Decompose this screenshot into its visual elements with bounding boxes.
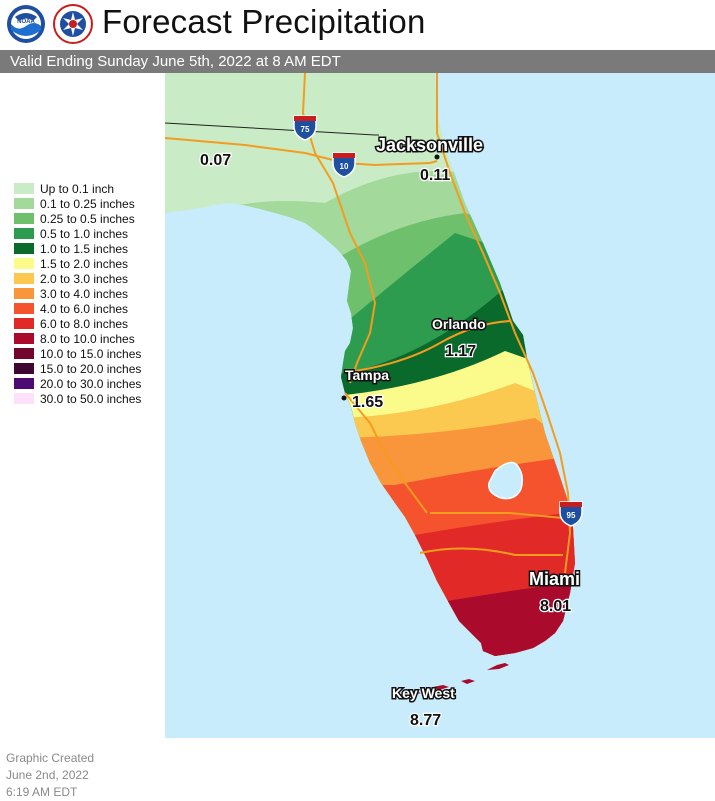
noaa-logo: NOAA [7, 5, 45, 43]
legend-label: 0.25 to 0.5 inches [40, 211, 135, 226]
legend-label: 0.5 to 1.0 inches [40, 226, 129, 241]
legend-item: 0.1 to 0.25 inches [14, 196, 141, 211]
noaa-logo-text: NOAA [17, 19, 35, 25]
interstate-75-shield: 75 [293, 115, 317, 141]
legend-label: 10.0 to 15.0 inches [40, 346, 142, 361]
legend-swatch [14, 288, 34, 299]
florida-keys [405, 663, 509, 696]
legend-label: 4.0 to 6.0 inches [40, 301, 129, 316]
interstate-10-shield: 10 [332, 152, 356, 178]
legend-item: 3.0 to 4.0 inches [14, 286, 141, 301]
valid-time-bar: Valid Ending Sunday June 5th, 2022 at 8 … [0, 50, 715, 73]
interstate-95-shield: 95 [559, 501, 583, 527]
legend-label: 6.0 to 8.0 inches [40, 316, 129, 331]
legend-swatch [14, 183, 34, 194]
legend-label: 15.0 to 20.0 inches [40, 361, 142, 376]
valid-time-text: Valid Ending Sunday June 5th, 2022 at 8 … [10, 53, 341, 70]
legend-label: 1.5 to 2.0 inches [40, 256, 129, 271]
legend-label: 20.0 to 30.0 inches [40, 376, 142, 391]
legend-item: 10.0 to 15.0 inches [14, 346, 141, 361]
legend-item: 1.0 to 1.5 inches [14, 241, 141, 256]
legend-item: 15.0 to 20.0 inches [14, 361, 141, 376]
lake-okeechobee [488, 461, 524, 500]
graphic-created-note: Graphic Created June 2nd, 2022 6:19 AM E… [6, 750, 94, 801]
legend-item: 4.0 to 6.0 inches [14, 301, 141, 316]
value-key-west: 8.77 [410, 712, 441, 729]
state-border [165, 122, 379, 136]
legend-item: Up to 0.1 inch [14, 181, 141, 196]
legend-label: 3.0 to 4.0 inches [40, 286, 129, 301]
legend-label: 8.0 to 10.0 inches [40, 331, 135, 346]
created-line-1: Graphic Created [6, 751, 95, 765]
legend-item: 1.5 to 2.0 inches [14, 256, 141, 271]
legend-label: 30.0 to 50.0 inches [40, 391, 142, 406]
city-label-key-west: Key West [392, 685, 455, 701]
nws-logo [53, 4, 93, 44]
legend-label: 1.0 to 1.5 inches [40, 241, 129, 256]
legend-item: 0.5 to 1.0 inches [14, 226, 141, 241]
city-label-tampa: Tampa [345, 367, 389, 383]
legend-swatch [14, 213, 34, 224]
value-miami: 8.01 [540, 598, 571, 615]
precipitation-map: 75 10 95 Jacksonville 0.11 Orlando 1.17 … [165, 73, 715, 738]
legend-swatch [14, 333, 34, 344]
value-tampa: 1.65 [352, 394, 383, 411]
legend-item: 8.0 to 10.0 inches [14, 331, 141, 346]
jacksonville-dot [434, 154, 440, 160]
legend-item: 6.0 to 8.0 inches [14, 316, 141, 331]
legend-swatch [14, 228, 34, 239]
created-line-2: June 2nd, 2022 [6, 768, 89, 782]
legend: Up to 0.1 inch 0.1 to 0.25 inches 0.25 to … [14, 181, 141, 406]
legend-item: 30.0 to 50.0 inches [14, 391, 141, 406]
legend-swatch [14, 348, 34, 359]
page-title: Forecast Precipitation [102, 3, 426, 40]
legend-swatch [14, 258, 34, 269]
legend-swatch [14, 363, 34, 374]
city-label-orlando: Orlando [432, 316, 486, 332]
legend-item: 20.0 to 30.0 inches [14, 376, 141, 391]
legend-item: 2.0 to 3.0 inches [14, 271, 141, 286]
legend-swatch [14, 318, 34, 329]
legend-label: 0.1 to 0.25 inches [40, 196, 135, 211]
interstate-10-label: 10 [340, 162, 349, 171]
city-label-jacksonville: Jacksonville [376, 135, 483, 155]
value-west-panhandle: 0.07 [200, 152, 231, 169]
legend-swatch [14, 393, 34, 404]
city-label-miami: Miami [529, 569, 580, 589]
tampa-dot [341, 395, 347, 401]
legend-swatch [14, 198, 34, 209]
value-orlando: 1.17 [445, 343, 476, 360]
interstate-75-label: 75 [301, 125, 310, 134]
legend-label: Up to 0.1 inch [40, 181, 115, 196]
legend-label: 2.0 to 3.0 inches [40, 271, 129, 286]
created-line-3: 6:19 AM EDT [6, 785, 78, 799]
legend-swatch [14, 273, 34, 284]
legend-swatch [14, 303, 34, 314]
legend-swatch [14, 378, 34, 389]
sidebar: Up to 0.1 inch 0.1 to 0.25 inches 0.25 to … [0, 73, 165, 799]
header: NOAA Forecast Precipitation [0, 0, 715, 50]
interstate-95-label: 95 [567, 511, 576, 520]
legend-item: 0.25 to 0.5 inches [14, 211, 141, 226]
legend-swatch [14, 243, 34, 254]
value-jacksonville: 0.11 [420, 167, 450, 184]
map-svg: 75 10 95 Jacksonville 0.11 Orlando 1.17 … [165, 73, 715, 738]
